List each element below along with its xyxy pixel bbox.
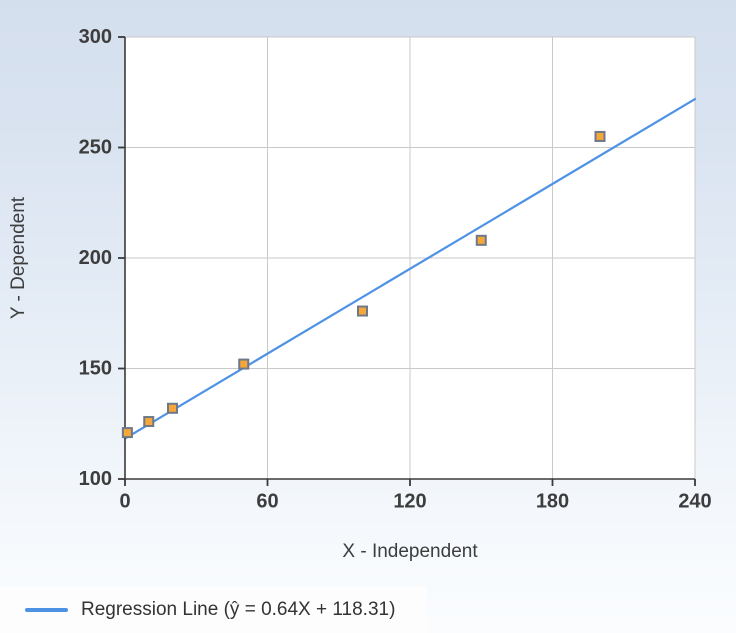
data-point [238,358,250,370]
x-axis-tick-label: 0 [119,491,130,513]
regression-line-legend-label: Regression Line (ŷ = 0.64X + 118.31) [81,598,396,620]
x-axis-tick-label: 180 [536,491,569,513]
regression-line [123,97,697,440]
y-axis-tick-label: 200 [79,247,112,269]
y-axis-title: Y - Dependent [8,196,29,319]
x-axis-tick-label: 240 [678,491,711,513]
data-point [121,427,133,439]
legend: Regression Line (ŷ = 0.64X + 118.31) [0,586,428,633]
regression-line-legend-swatch [25,607,68,612]
data-point [594,130,606,142]
y-axis-tick-label: 100 [79,468,112,490]
data-point [357,305,368,317]
data-point [143,416,155,428]
x-axis-title: X - Independent [342,541,478,562]
y-axis-tick-label: 250 [79,137,112,159]
y-axis-tick-label: 150 [79,358,112,380]
data-point [167,402,178,414]
x-axis-tick-label: 60 [256,491,278,513]
scatter-plot-canvas: 0 60 120 180 240 100 150 200 250 300 X - Independe… [8,26,712,562]
data-point [475,234,487,246]
x-axis-tick-label: 120 [393,491,426,513]
y-axis-tick-label: 300 [79,26,112,48]
